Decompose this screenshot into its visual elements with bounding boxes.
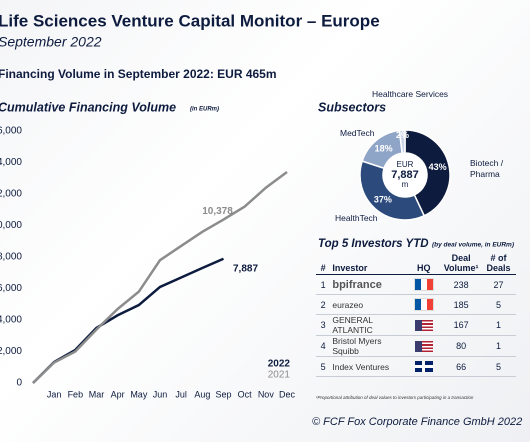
x-tick-label: Jul bbox=[175, 389, 187, 399]
data-label: 10,378 bbox=[202, 206, 233, 217]
title: Life Sciences Venture Capital Monitor – … bbox=[0, 11, 380, 30]
slice-category: MedTech bbox=[340, 128, 375, 138]
table-cell: 1 bbox=[316, 274, 331, 295]
investor-name: bpifrance bbox=[330, 274, 407, 295]
center-label: m bbox=[402, 180, 409, 189]
donut-hole bbox=[384, 154, 426, 196]
hq-cell bbox=[406, 335, 442, 357]
table-cell: 2 bbox=[316, 294, 331, 315]
table-cell: 5 bbox=[481, 294, 516, 315]
investor-name: eurazeo bbox=[330, 294, 407, 315]
slice-category: HealthTech bbox=[335, 213, 378, 223]
x-tick-label: Dec bbox=[279, 389, 296, 399]
y-tick-label: 0 bbox=[16, 378, 22, 389]
table-cell: 4 bbox=[316, 335, 331, 357]
table-cell: 5 bbox=[316, 356, 331, 377]
column-header: # bbox=[316, 252, 331, 275]
slice-category: Healthcare Services bbox=[372, 89, 449, 99]
table-row: 4 Bristol Myers Squibb 80 1 bbox=[316, 335, 516, 357]
x-tick-label: Nov bbox=[258, 389, 275, 399]
legend-label: 2021 bbox=[268, 370, 291, 381]
column-header: Deal Volume¹ bbox=[441, 252, 482, 275]
hq-cell bbox=[406, 356, 442, 377]
pie-slice bbox=[398, 129, 406, 155]
column-header: # of Deals bbox=[481, 252, 516, 275]
table-cell: 1 bbox=[481, 335, 516, 357]
slice-category: Biotech / Pharma bbox=[470, 158, 504, 179]
table-cell: 238 bbox=[441, 274, 482, 295]
table-row: 2 eurazeo 185 5 bbox=[316, 294, 516, 315]
x-tick-label: Sep bbox=[215, 389, 231, 399]
y-tick-label: 12,000 bbox=[0, 189, 22, 200]
series-line bbox=[32, 170, 288, 384]
pie-slice bbox=[359, 160, 426, 221]
slice-label: 2% bbox=[396, 130, 409, 140]
x-tick-label: Jun bbox=[153, 389, 168, 399]
series-line bbox=[32, 257, 225, 384]
flag-icon bbox=[413, 278, 434, 291]
flag-icon bbox=[413, 298, 434, 311]
table-cell: 1 bbox=[481, 314, 516, 336]
flag-icon bbox=[414, 319, 433, 331]
table-cell: 66 bbox=[441, 356, 482, 377]
footer: © FCF Fox Corporate Finance GmbH 2022 bbox=[312, 416, 522, 428]
pie-title: Subsectors bbox=[318, 100, 386, 114]
headline: Financing Volume in September 2022: EUR … bbox=[0, 67, 277, 81]
investor-name: Index Ventures bbox=[330, 356, 407, 377]
table-title: Top 5 Investors YTD bbox=[318, 238, 429, 250]
footnote: ¹Proportional attribution of deal values… bbox=[316, 395, 474, 400]
y-tick-label: 4,000 bbox=[0, 315, 22, 326]
slice-label: 43% bbox=[429, 162, 447, 172]
x-tick-label: Jan bbox=[47, 389, 62, 399]
investor-name: Bristol Myers Squibb bbox=[330, 335, 407, 357]
data-label: 7,887 bbox=[233, 263, 258, 274]
line-title: Cumulative Financing Volume bbox=[0, 100, 176, 114]
table-row: 5 Index Ventures 66 5 bbox=[316, 356, 516, 377]
x-tick-label: Apr bbox=[111, 389, 125, 399]
x-tick-label: Aug bbox=[194, 389, 210, 399]
table-row: 3 GENERAL ATLANTIC 167 1 bbox=[316, 314, 516, 336]
hq-cell bbox=[406, 274, 442, 295]
flag-icon bbox=[414, 361, 433, 373]
investor-table: # Investor HQ Deal Volume¹ # of Deals 1 bpifra… bbox=[316, 252, 516, 377]
subtitle: September 2022 bbox=[0, 34, 102, 50]
y-tick-label: 10,000 bbox=[0, 220, 22, 231]
column-header: HQ bbox=[406, 252, 442, 275]
table-cell: 185 bbox=[441, 294, 482, 315]
hq-cell bbox=[406, 294, 442, 315]
y-tick-label: 2,000 bbox=[0, 346, 22, 357]
hq-cell bbox=[406, 314, 442, 336]
flag-icon bbox=[414, 340, 433, 352]
legend-label: 2022 bbox=[268, 359, 291, 370]
y-tick-label: 16,000 bbox=[0, 126, 22, 137]
y-tick-label: 8,000 bbox=[0, 252, 22, 263]
x-tick-label: Feb bbox=[68, 389, 84, 399]
x-tick-label: Oct bbox=[238, 389, 253, 399]
table-cell: 167 bbox=[441, 314, 482, 336]
table-cell: 3 bbox=[316, 314, 331, 336]
unit-note: (in EURm) bbox=[190, 107, 219, 113]
x-tick-label: May bbox=[130, 389, 148, 399]
table-note: (by deal volume, in EURm) bbox=[432, 242, 514, 249]
center-label: 7,887 bbox=[391, 169, 419, 181]
y-tick-label: 14,000 bbox=[0, 157, 22, 168]
table-cell: 27 bbox=[481, 274, 516, 295]
column-header: Investor bbox=[330, 252, 407, 275]
pie-slice bbox=[404, 129, 451, 217]
table-cell: 80 bbox=[441, 335, 482, 357]
slice-label: 18% bbox=[375, 144, 393, 154]
investor-name: GENERAL ATLANTIC bbox=[330, 314, 407, 336]
table-row: 1 bpifrance 238 27 bbox=[316, 274, 516, 295]
slice-label: 37% bbox=[374, 195, 392, 205]
x-tick-label: Mar bbox=[89, 389, 105, 399]
center-label: EUR bbox=[397, 160, 414, 169]
table-cell: 5 bbox=[481, 356, 516, 377]
y-tick-label: 6,000 bbox=[0, 283, 22, 294]
